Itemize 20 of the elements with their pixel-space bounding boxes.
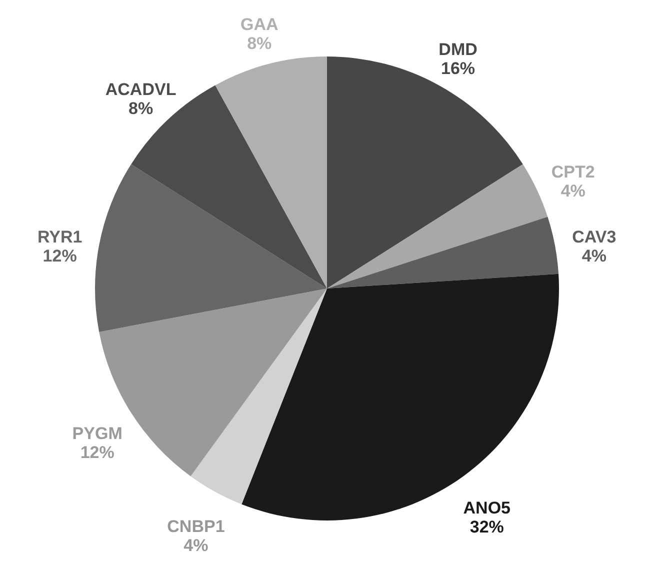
data-label: 8% <box>247 34 272 54</box>
data-label: 4% <box>184 536 208 555</box>
data-label: 8% <box>128 99 154 118</box>
data-label: 32% <box>470 518 504 537</box>
data-label: 12% <box>42 246 77 266</box>
slice-label: PYGM <box>72 424 122 444</box>
slice-label: ACADVL <box>105 80 176 100</box>
slice-label: GAA <box>240 15 278 34</box>
slice-label: CAV3 <box>572 228 616 247</box>
data-label: 4% <box>560 182 586 201</box>
slice-label: DMD <box>438 40 478 60</box>
data-label: 4% <box>582 246 606 266</box>
pie-slice <box>242 274 559 520</box>
slice-label: ANO5 <box>463 498 510 518</box>
slice-label: CPT2 <box>551 162 595 182</box>
data-label: 12% <box>80 443 114 462</box>
data-label: 16% <box>441 59 476 78</box>
pie-slice <box>190 288 327 504</box>
slice-label: RYR1 <box>37 228 82 247</box>
slice-label: CNBP1 <box>167 516 225 536</box>
